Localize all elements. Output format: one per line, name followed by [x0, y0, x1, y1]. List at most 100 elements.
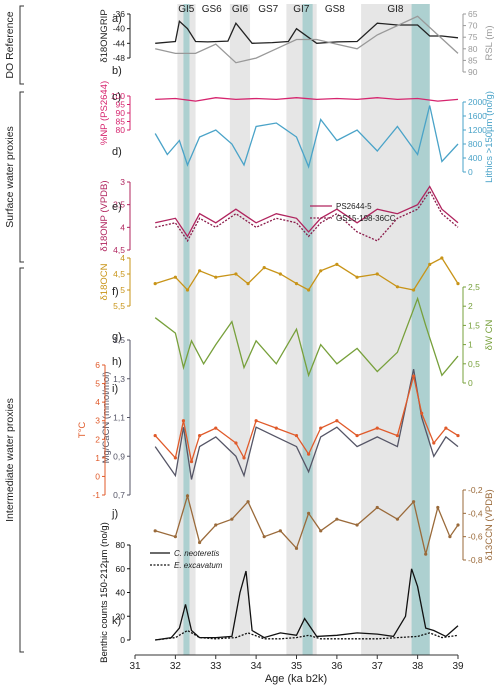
y-tick-label: 85 [468, 55, 478, 65]
data-point [335, 262, 339, 266]
y-tick-label: 1,1 [113, 413, 125, 423]
y-tick-label: 95 [116, 100, 126, 110]
x-tick-label: 39 [452, 661, 464, 672]
data-point [234, 441, 238, 445]
y-tick-label: -1 [92, 490, 100, 500]
x-tick-label: 36 [331, 661, 343, 672]
x-tick-label: 33 [210, 661, 222, 672]
interval-label: GI7 [293, 4, 310, 15]
y-tick-label: 60 [116, 564, 126, 574]
data-point [278, 272, 282, 276]
data-point [420, 411, 424, 415]
data-point [198, 433, 202, 438]
panel-g: 2,5 2 1,5 1 0,5 0 δW CN g) [112, 282, 495, 388]
data-point [440, 256, 444, 260]
group-bracket [19, 91, 24, 263]
data-point [173, 275, 177, 279]
interstadial-band-gi6 [229, 4, 251, 655]
data-point [335, 419, 339, 423]
y-tick-label: 85 [116, 117, 126, 127]
panel-i: 6 5 4 3 2 1 0 -1 T°C i) [77, 360, 460, 500]
series-line [155, 257, 459, 292]
legend-label: C. neoteretis [174, 549, 219, 558]
x-tick-label: 34 [251, 661, 263, 672]
series-line [155, 185, 459, 238]
y-tick-label: 1,5 [468, 320, 480, 330]
data-point [230, 517, 234, 521]
y-tick-label: 400 [468, 153, 482, 163]
data-point [307, 452, 311, 456]
y-axis-title: Lithics >150µm (no/g) [484, 91, 495, 183]
y-tick-label: -0,4 [468, 508, 483, 518]
series-line [154, 375, 459, 462]
data-point [246, 500, 250, 504]
y-tick-label: 2000 [468, 97, 487, 107]
legend-label: PS2644-5 [336, 202, 372, 211]
data-point [278, 529, 282, 533]
y-tick-label: -0,8 [468, 555, 483, 565]
panel-letter: c) [112, 91, 121, 103]
panel-letter: k) [112, 615, 121, 627]
panel-letter: i) [112, 383, 118, 395]
y-tick-label: -44 [113, 38, 126, 48]
group-label: DO Reference [4, 11, 16, 78]
x-tick-label: 38 [412, 661, 424, 672]
y-tick-label: 65 [468, 9, 478, 19]
data-point [198, 540, 202, 545]
legend-label: GS15-198-36CC [336, 214, 396, 223]
data-point [424, 552, 428, 556]
data-point [448, 535, 452, 539]
group-bracket [19, 5, 24, 85]
data-point [355, 433, 359, 438]
data-point [214, 426, 218, 430]
y-tick-label: -40 [113, 24, 126, 34]
y-axis-title: δW CN [484, 320, 495, 351]
y-tick-label: 2,5 [468, 282, 480, 292]
y-axis-title: RSL (m) [484, 25, 495, 60]
y-tick-label: -0,6 [468, 532, 483, 542]
data-point [254, 419, 258, 423]
panel-d: 2000 1600 1200 800 400 0 Lithics >150µm (no/g)… [112, 91, 495, 183]
series-line [154, 105, 459, 169]
y-tick-label: -0,2 [468, 485, 483, 495]
panel-letter: h) [112, 356, 122, 368]
data-point [307, 288, 311, 292]
data-point [395, 517, 400, 521]
y-tick-label: 80 [468, 44, 478, 54]
group-bracket [19, 267, 24, 653]
teal-band [411, 4, 430, 655]
group-label: Surface water proxies [4, 126, 16, 228]
series-line [155, 20, 459, 44]
y-tick-label: 100 [111, 91, 125, 101]
panel-k: 80 60 40 20 0 Benthic counts 150-212µm (no/g)… [99, 522, 459, 663]
y-tick-label: 3,5 [113, 200, 125, 210]
data-point [355, 275, 359, 279]
y-tick-label: -48 [113, 53, 126, 63]
proxy-group-labels: DO Reference Surface water proxies Interme… [4, 5, 24, 653]
x-tick-label: 35 [291, 661, 303, 672]
x-tick-label: 37 [372, 661, 384, 672]
data-point [234, 272, 238, 276]
data-point [246, 282, 250, 286]
panel-letter: f) [112, 286, 119, 298]
y-tick-label: 3 [120, 177, 125, 187]
interstadial-bands: GI5 GS6 GI6 GS7 GI7 GS8 GI8 [177, 4, 430, 655]
y-tick-label: 1600 [468, 111, 487, 121]
data-point [294, 433, 299, 438]
y-tick-label: 5 [120, 285, 125, 295]
y-axis-title: δ18ONGRIP [99, 9, 110, 62]
y-axis-title: Benthic counts 150-212µm (no/g) [99, 522, 110, 663]
y-axis-title: δ13CCN (VPDB) [484, 489, 495, 560]
data-point [274, 426, 278, 430]
data-point [173, 456, 177, 460]
y-tick-label: 0 [95, 471, 100, 481]
data-point [153, 282, 157, 286]
data-point [456, 523, 460, 527]
panel-letter: a) [112, 13, 122, 25]
data-point [262, 266, 266, 270]
data-point [319, 529, 323, 533]
y-tick-label: 5 [95, 379, 100, 389]
